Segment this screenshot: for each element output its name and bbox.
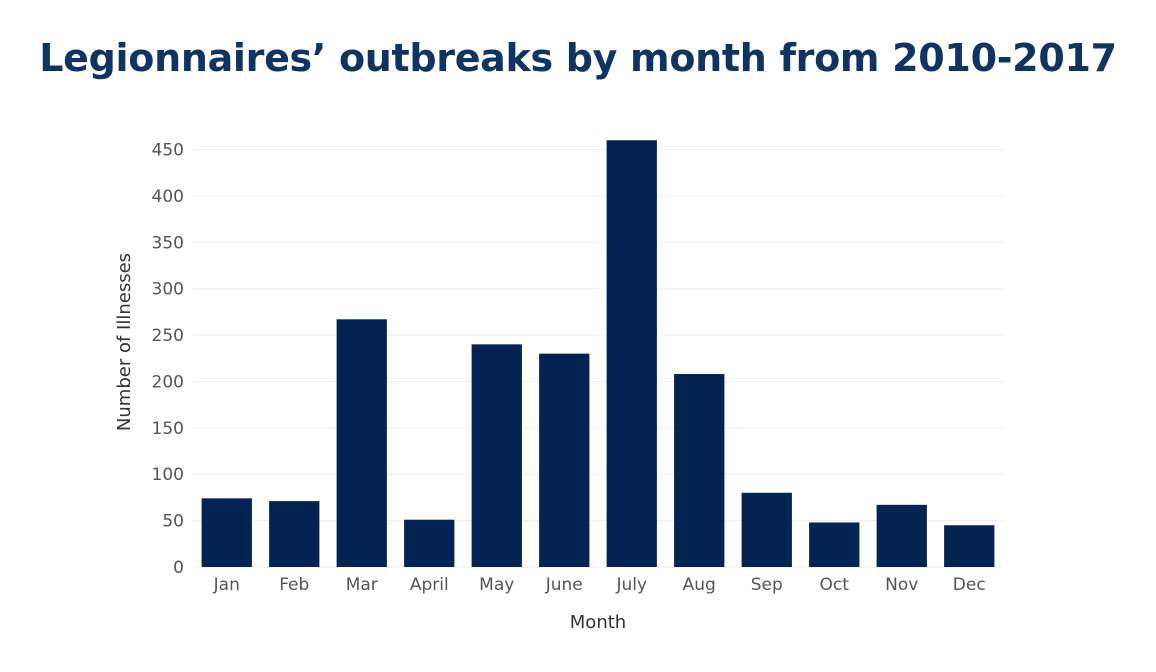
bar-feb [269, 501, 320, 567]
y-tick-label: 300 [152, 280, 184, 300]
bar-mar [336, 319, 387, 567]
bar-may [471, 344, 522, 567]
y-tick-label: 200 [152, 372, 184, 392]
y-tick-label: 50 [162, 512, 184, 532]
x-tick-label: Jan [213, 575, 240, 595]
bar-jan [201, 498, 252, 567]
chart-title: Legionnaires’ outbreaks by month from 20… [39, 36, 1117, 80]
y-tick-label: 450 [152, 141, 184, 161]
y-tick-label: 350 [152, 233, 184, 253]
x-tick-label: Nov [885, 575, 918, 595]
y-tick-label: 100 [152, 465, 184, 485]
bar-nov [876, 504, 927, 567]
bar-april [404, 519, 455, 567]
x-axis-ticks: Jan Feb Mar April May June July Aug Sep Oct Nov Dec [213, 575, 986, 595]
y-tick-label: 250 [152, 326, 184, 346]
x-tick-label: Mar [346, 575, 378, 595]
bar-aug [674, 374, 725, 567]
x-tick-label: Dec [953, 575, 986, 595]
x-tick-label: Sep [751, 575, 783, 595]
bar-june [539, 353, 590, 567]
y-axis-title: Number of Illnesses [114, 253, 135, 431]
y-tick-label: 150 [152, 419, 184, 439]
x-axis-title: Month [570, 612, 626, 633]
y-axis-ticks: 0 50 100 150 200 250 300 350 400 450 [152, 141, 184, 578]
x-tick-label: July [615, 575, 647, 595]
x-tick-label: May [479, 575, 514, 595]
y-tick-label: 0 [173, 558, 184, 578]
bar-oct [809, 522, 860, 567]
bar-dec [944, 525, 995, 567]
bar-july [606, 140, 657, 567]
x-tick-label: Feb [279, 575, 309, 595]
x-tick-label: Oct [820, 575, 850, 595]
gridlines [193, 149, 1003, 568]
x-tick-label: Aug [683, 575, 716, 595]
x-tick-label: June [545, 575, 583, 595]
y-tick-label: 400 [152, 187, 184, 207]
bar-sep [741, 492, 792, 567]
x-tick-label: April [410, 575, 449, 595]
bars [201, 140, 995, 567]
